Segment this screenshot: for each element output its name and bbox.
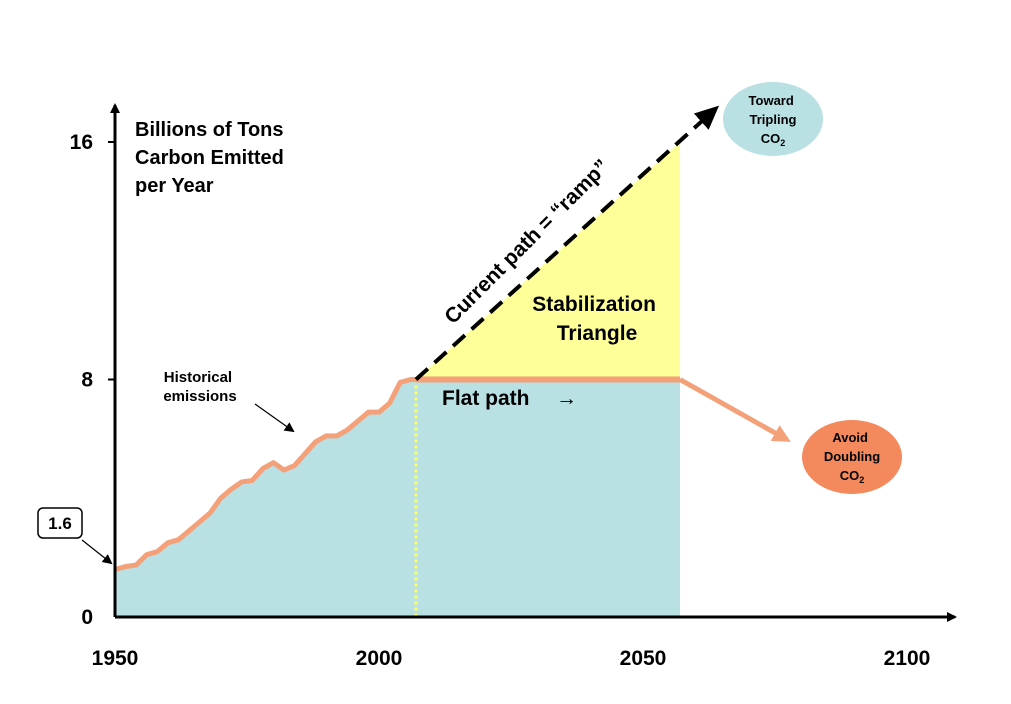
avoid-doubling-arrow	[678, 377, 791, 442]
historical-fill-area	[115, 379, 680, 617]
x-tick-labels: 1950 2000 2050 2100	[92, 647, 931, 670]
avoid-doubling-label: Avoid Doubling	[824, 430, 880, 464]
x-tick-label: 2100	[884, 647, 931, 670]
x-tick-label: 2050	[620, 647, 667, 670]
x-tick-label: 1950	[92, 647, 139, 670]
toward-tripling-ellipse	[723, 82, 823, 156]
y-axis-label: Billions of Tons Carbon Emitted per Year	[135, 119, 289, 197]
historical-emissions-line	[114, 377, 416, 572]
start-value-pointer	[81, 539, 113, 565]
y-tick-label: 0	[81, 606, 93, 629]
x-tick-label: 2000	[356, 647, 403, 670]
stabilization-triangle-label: Stabilization Triangle	[532, 293, 662, 345]
toward-tripling-co2: CO2	[761, 131, 786, 148]
flat-path-label: Flat path	[442, 387, 530, 410]
start-value-box	[37, 507, 83, 539]
avoid-doubling-co2: CO2	[840, 468, 865, 485]
flat-path-arrow-icon: →	[556, 387, 577, 410]
y-tick-labels: 0 8 16	[70, 131, 115, 629]
historical-emissions-label: Historical emissions	[163, 369, 236, 405]
toward-tripling-label: Toward Tripling	[749, 93, 798, 127]
y-tick-label: 16	[70, 131, 93, 154]
historical-emissions-pointer	[254, 403, 295, 433]
avoid-doubling-ellipse	[802, 420, 902, 494]
ramp-dashed-line	[414, 105, 720, 381]
start-value-label: 1.6	[48, 514, 72, 533]
y-tick-label: 8	[81, 369, 93, 392]
